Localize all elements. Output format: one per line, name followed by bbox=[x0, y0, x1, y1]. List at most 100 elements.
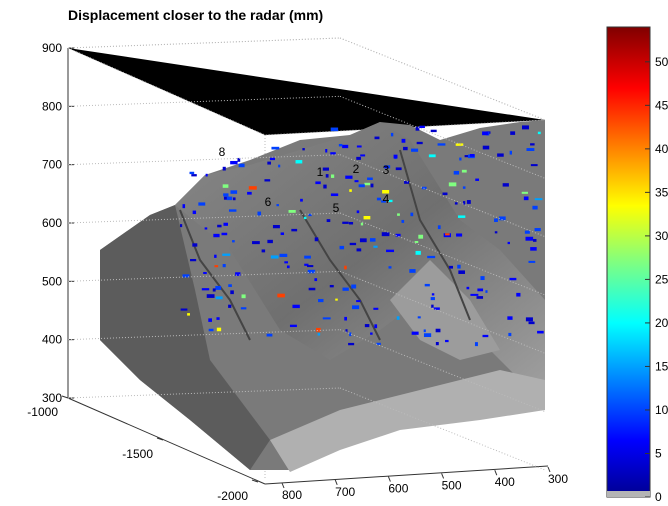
speckle bbox=[191, 174, 196, 176]
speckle bbox=[510, 151, 512, 155]
colorbar bbox=[607, 27, 650, 497]
speckle bbox=[418, 316, 421, 318]
speckle bbox=[264, 179, 270, 181]
speckle bbox=[232, 240, 235, 242]
speckle bbox=[193, 211, 196, 214]
speckle bbox=[449, 182, 457, 186]
speckle bbox=[522, 192, 528, 194]
speckle bbox=[456, 143, 464, 145]
speckle bbox=[331, 193, 338, 196]
x-tick bbox=[62, 396, 68, 398]
speckle bbox=[267, 334, 273, 337]
speckle bbox=[284, 261, 288, 263]
speckle bbox=[304, 217, 307, 219]
z-tick-label: 600 bbox=[42, 216, 62, 230]
speckle bbox=[351, 285, 356, 289]
speckle bbox=[373, 246, 377, 248]
speckle bbox=[503, 183, 509, 186]
speckle bbox=[419, 126, 424, 128]
speckle bbox=[425, 284, 430, 286]
speckle bbox=[330, 285, 334, 287]
speckle bbox=[454, 171, 459, 175]
speckle bbox=[355, 180, 359, 182]
speckle bbox=[230, 190, 237, 193]
speckle bbox=[477, 288, 483, 291]
speckle bbox=[318, 333, 321, 335]
speckle bbox=[342, 145, 348, 148]
speckle bbox=[223, 223, 228, 226]
speckle bbox=[370, 238, 376, 242]
speckle bbox=[223, 167, 226, 171]
speckle bbox=[365, 324, 370, 327]
speckle bbox=[364, 183, 370, 185]
speckle bbox=[360, 154, 365, 156]
speckle bbox=[375, 137, 380, 140]
speckle bbox=[350, 243, 356, 245]
speckle bbox=[538, 132, 541, 134]
speckle bbox=[229, 209, 236, 211]
speckle bbox=[198, 202, 205, 205]
speckle bbox=[522, 125, 529, 129]
speckle bbox=[215, 286, 221, 290]
speckle bbox=[397, 316, 400, 319]
z-tick-label: 500 bbox=[42, 274, 62, 288]
speckle bbox=[416, 251, 421, 255]
speckle bbox=[271, 147, 279, 150]
speckle bbox=[239, 164, 245, 168]
speckle bbox=[223, 264, 226, 267]
y-tick-label: 500 bbox=[442, 478, 462, 492]
y-tick-label: 400 bbox=[495, 475, 515, 489]
speckle bbox=[409, 269, 415, 273]
point-label: 3 bbox=[383, 163, 390, 177]
speckle bbox=[445, 233, 450, 235]
speckle bbox=[449, 266, 453, 269]
speckle bbox=[508, 333, 511, 336]
speckle bbox=[335, 299, 338, 301]
speckle bbox=[360, 238, 367, 242]
speckle bbox=[345, 176, 352, 179]
speckle bbox=[290, 325, 297, 327]
speckle bbox=[227, 197, 232, 201]
speckle bbox=[192, 243, 197, 246]
speckle bbox=[187, 313, 190, 315]
speckle bbox=[470, 154, 475, 157]
speckle bbox=[458, 270, 465, 274]
speckle bbox=[325, 149, 327, 153]
speckle bbox=[309, 288, 316, 291]
speckle bbox=[330, 152, 335, 154]
speckle bbox=[531, 164, 538, 166]
y-tick-label: 700 bbox=[335, 485, 355, 499]
speckle bbox=[436, 342, 439, 345]
page: {"chart_data": {"type": "surface3d", "ti… bbox=[0, 0, 668, 506]
colorbar-tick-label: 20 bbox=[655, 316, 668, 330]
speckle bbox=[525, 231, 530, 234]
speckle bbox=[391, 133, 393, 136]
speckle bbox=[215, 265, 219, 267]
speckle bbox=[315, 181, 320, 184]
chart: Displacement closer to the radar (mm) 30… bbox=[0, 0, 668, 506]
speckle bbox=[508, 242, 510, 244]
speckle bbox=[339, 144, 342, 146]
speckle bbox=[361, 223, 363, 226]
speckle bbox=[202, 288, 209, 290]
speckle bbox=[262, 249, 266, 252]
speckle bbox=[230, 290, 234, 294]
speckle bbox=[242, 294, 246, 298]
colorbar-tick-label: 50 bbox=[655, 55, 668, 69]
speckle bbox=[364, 216, 371, 219]
speckle bbox=[267, 240, 273, 243]
speckle bbox=[323, 185, 326, 189]
speckle bbox=[356, 300, 360, 302]
speckle bbox=[467, 287, 470, 289]
speckle bbox=[349, 332, 351, 336]
speckle bbox=[416, 127, 420, 131]
speckle bbox=[344, 266, 347, 270]
speckle bbox=[445, 340, 449, 342]
speckle bbox=[495, 231, 498, 233]
speckle bbox=[497, 153, 504, 156]
grid-line bbox=[68, 38, 340, 48]
y-tick-label: 800 bbox=[282, 488, 302, 502]
speckle bbox=[431, 130, 437, 132]
point-label: 4 bbox=[383, 192, 390, 206]
point-label: 8 bbox=[219, 145, 226, 159]
